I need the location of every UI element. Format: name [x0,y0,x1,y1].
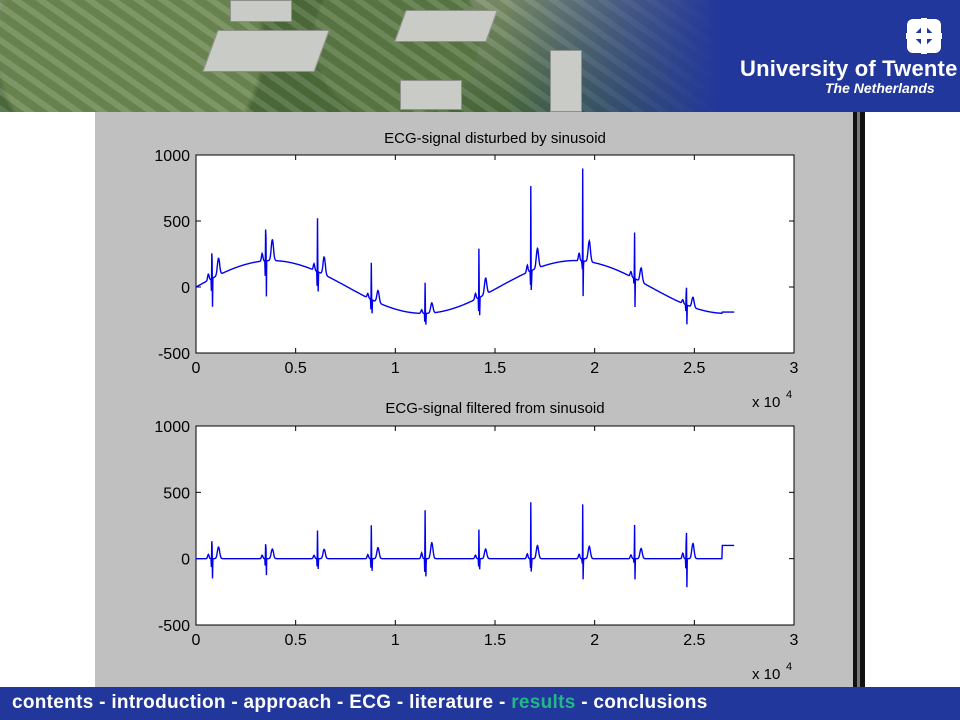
y-tick-label: -500 [158,618,190,635]
building [550,50,582,112]
footer-nav-text: contents - introduction - approach - ECG… [12,692,708,714]
y-tick-label: 1000 [154,148,190,165]
building [230,0,292,22]
x-tick-label: 2 [590,360,599,377]
y-tick-label: 500 [163,214,190,231]
figure-scrollbar-edge [857,112,860,687]
header-banner: University of Twente The Netherlands [0,0,960,112]
x-multiplier-exponent: 4 [786,389,792,401]
y-tick-label: 0 [181,280,190,297]
x-tick-label: 1 [391,632,400,649]
x-tick-label: 0.5 [285,632,307,649]
ecg-signal-line [196,502,735,588]
nav-links-before[interactable]: contents - introduction - approach - ECG… [12,692,512,713]
x-tick-label: 2.5 [683,632,705,649]
x-tick-label: 0 [192,360,201,377]
plot-area [195,154,795,354]
x-tick-label: 2.5 [683,360,705,377]
x-tick-label: 3 [790,632,799,649]
chart-title: ECG-signal disturbed by sinusoid [384,130,606,147]
x-tick-label: 1.5 [484,360,506,377]
university-logo-icon [906,18,942,54]
nav-links-after[interactable]: - conclusions [575,692,708,713]
x-tick-label: 3 [790,360,799,377]
y-tick-label: 500 [163,485,190,502]
plot-area [195,425,795,626]
ecg-signal-line [195,168,735,325]
country-name: The Netherlands [825,80,935,96]
x-tick-label: 0 [192,632,201,649]
x-multiplier-label: x 10 [752,394,780,411]
university-name: University of Twente [740,56,958,81]
x-tick-label: 2 [590,632,599,649]
x-tick-label: 0.5 [285,360,307,377]
x-multiplier-exponent: 4 [786,661,792,673]
campus-aerial-photo [0,0,720,112]
x-tick-label: 1 [391,360,400,377]
y-tick-label: -500 [158,346,190,363]
y-tick-label: 0 [181,552,190,569]
y-tick-label: 1000 [154,419,190,436]
footer-nav: contents - introduction - approach - ECG… [0,687,960,720]
chart-title: ECG-signal filtered from sinusoid [385,400,604,417]
x-multiplier-label: x 10 [752,666,780,683]
nav-link-results[interactable]: results [511,692,576,713]
x-tick-label: 1.5 [484,632,506,649]
building [400,80,462,110]
